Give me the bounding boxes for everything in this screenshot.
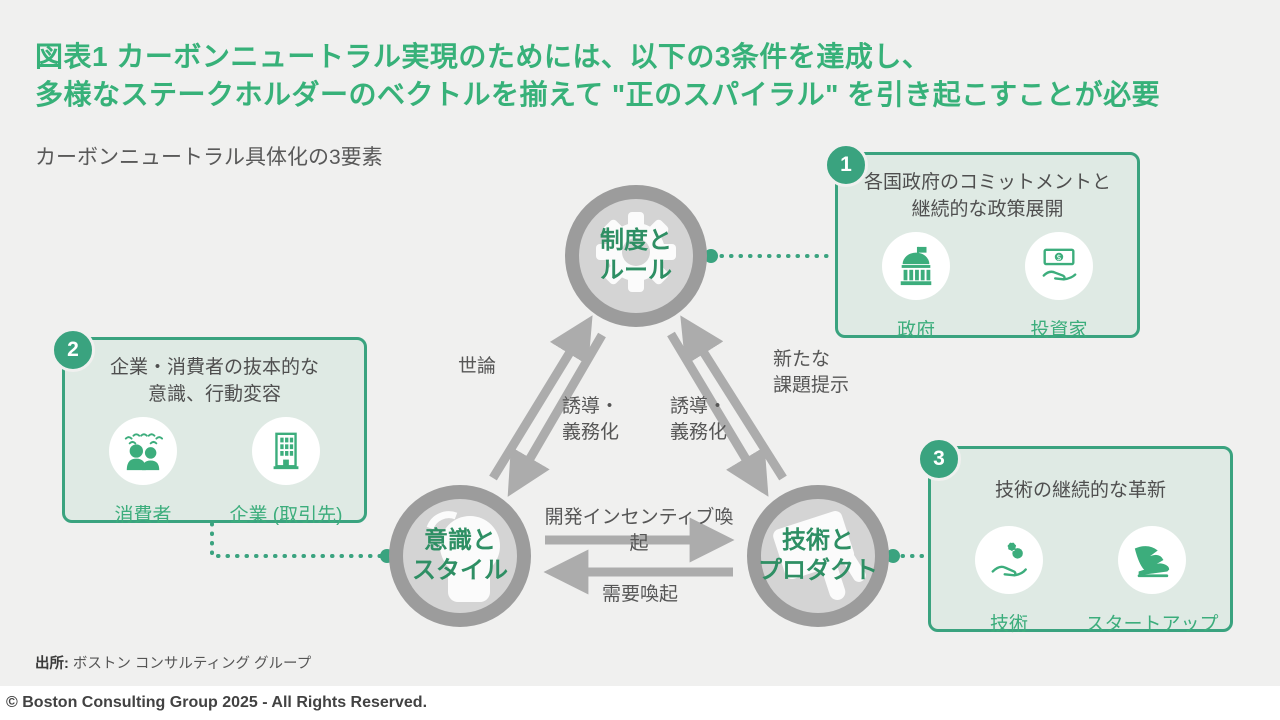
box3-heading: 技術の継続的な革新 <box>994 479 1166 501</box>
demand-label: 需要喚起 <box>601 584 678 605</box>
dev-incentive-label: 開発インセンティブ喚起 <box>544 507 734 554</box>
copyright-strip: © Boston Consulting Group 2025 - All Rig… <box>0 686 1280 720</box>
page-title: 図表1 カーボンニュートラル実現のためには、以下の3条件を達成し、 多様なステー… <box>35 41 1161 110</box>
induce-left-label: 誘導・ 義務化 <box>562 396 620 443</box>
source-text: ボストン コンサルティング グループ <box>68 656 312 672</box>
source-line: 出所: ボストン コンサルティング グループ <box>35 652 311 673</box>
box3-number-badge: 3 <box>917 437 961 481</box>
gear-icon <box>596 212 676 292</box>
head-profile-icon <box>426 511 500 602</box>
technology-product-label: 技術と プロダクト <box>758 527 878 584</box>
copyright-text: © Boston Consulting Group 2025 - All Rig… <box>6 694 428 711</box>
touch-hand-icon <box>773 510 866 600</box>
box1-heading: 各国政府のコミットメントと 継続的な政策展開 <box>863 172 1111 220</box>
box1-number-badge: 1 <box>824 143 868 187</box>
box2-heading: 企業・消費者の抜本的な 意識、行動変容 <box>109 357 319 405</box>
technology-caption: 技術 <box>989 614 1028 635</box>
winged-shoe-icon <box>1134 546 1170 578</box>
awareness-style-node <box>389 485 531 627</box>
flow-arrows <box>489 315 787 595</box>
technology-hand-icon <box>991 541 1027 577</box>
connector-box2-to-left <box>210 522 386 558</box>
government-item: 政府 <box>851 232 981 342</box>
consumers-icon <box>124 433 164 471</box>
institutions-rules-label: 制度と ルール <box>600 227 672 284</box>
technology-product-node <box>747 485 889 627</box>
investor-caption: 投資家 <box>1030 320 1088 341</box>
company-item: 企業 (取引先) <box>221 417 351 527</box>
box2-number-badge: 2 <box>51 328 95 372</box>
consumers-caption: 消費者 <box>114 505 172 526</box>
company-caption: 企業 (取引先) <box>229 505 343 526</box>
condition-box-technology: 3 技術の継続的な革新 技術 <box>917 437 1233 635</box>
public-opinion-label: 世論 <box>458 356 497 377</box>
technology-item: 技術 <box>944 526 1074 636</box>
induce-left-arrow <box>507 332 606 497</box>
investor-item: $ 投資家 <box>994 232 1124 342</box>
startup-item: スタートアップ <box>1085 526 1219 636</box>
new-issues-label: 新たな 課題提示 <box>773 349 850 396</box>
source-label: 出所: <box>35 656 69 672</box>
diagram-subtitle: カーボンニュートラル具体化の3要素 <box>35 146 383 169</box>
svg-text:$: $ <box>1056 252 1061 262</box>
new-issues-arrow <box>680 315 787 481</box>
government-icon <box>900 246 932 286</box>
awareness-style-label: 意識と スタイル <box>412 527 508 584</box>
startup-caption: スタートアップ <box>1085 614 1219 635</box>
office-building-icon <box>273 432 299 470</box>
condition-box-consumers: 2 企業・消費者の抜本的な 意識、行動変容 消費者 <box>51 328 367 526</box>
investor-hand-icon: $ <box>1042 248 1077 281</box>
government-caption: 政府 <box>896 320 935 341</box>
dotted-connectors <box>210 254 928 558</box>
induce-right-label: 誘導・ 義務化 <box>670 396 728 443</box>
institutions-rules-node <box>565 185 707 327</box>
condition-box-government: 1 各国政府のコミットメントと 継続的な政策展開 <box>824 143 1140 341</box>
consumers-item: 消費者 <box>78 417 208 527</box>
